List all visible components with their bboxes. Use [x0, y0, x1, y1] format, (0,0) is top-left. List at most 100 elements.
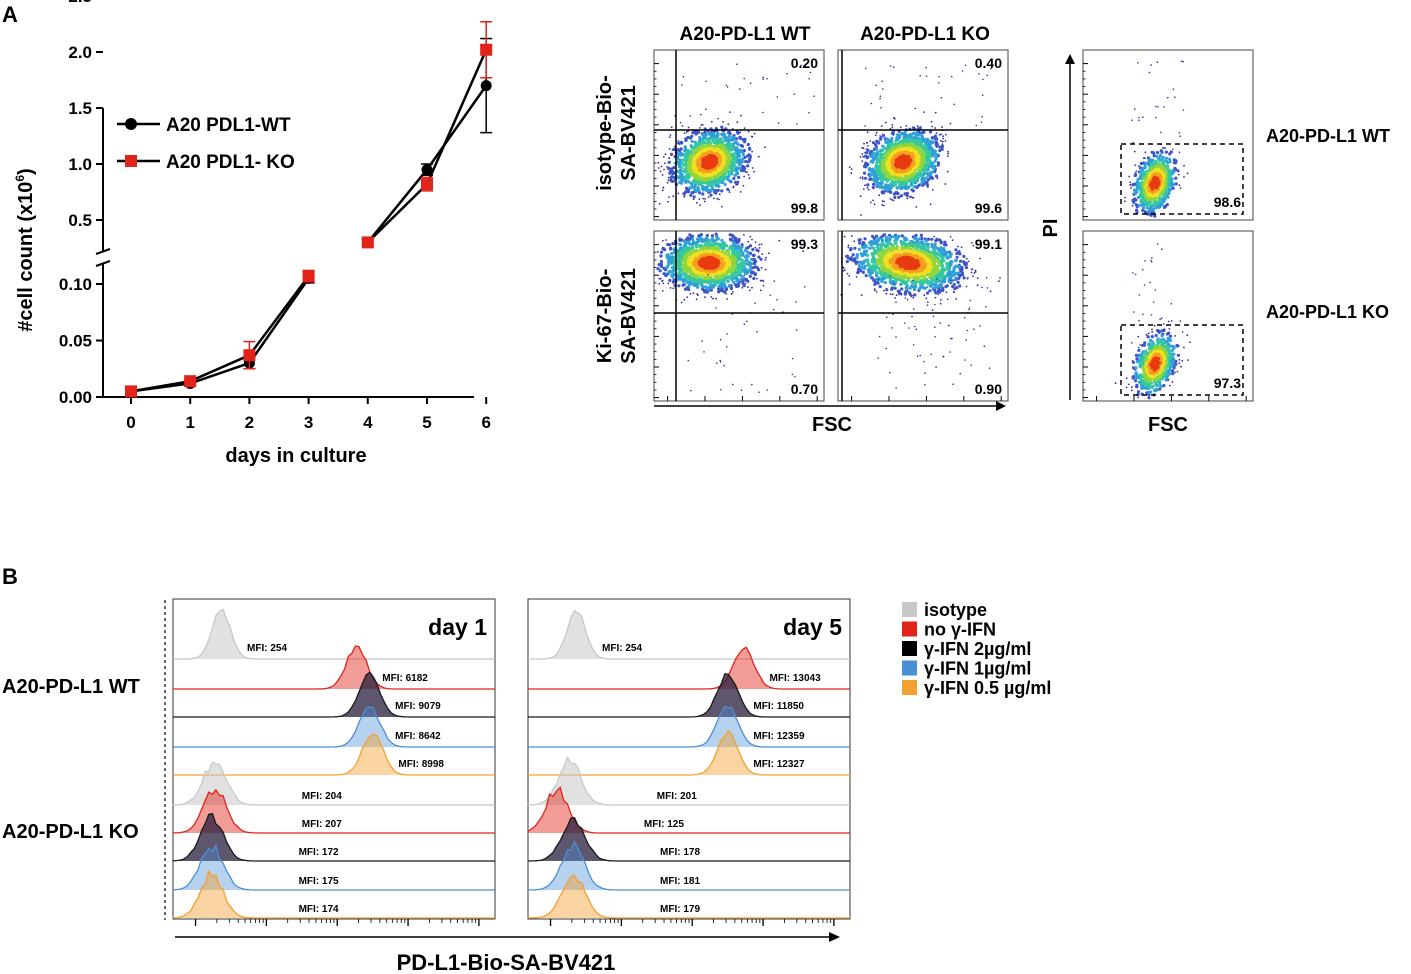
flow-event [745, 171, 747, 174]
flow-event [935, 153, 939, 157]
flow-event [869, 140, 872, 142]
flow-event [686, 296, 689, 298]
gate-percent-lower: 99.6 [975, 200, 1002, 216]
flow-event [683, 132, 686, 135]
flow-event [892, 199, 895, 202]
flow-event [981, 94, 984, 97]
flow-event [970, 271, 973, 274]
flow-event [880, 107, 882, 109]
gate-percent-upper: 0.40 [975, 55, 1002, 71]
x-tick-label: 1 [185, 413, 194, 432]
flow-event [861, 153, 864, 155]
y-tick-label: 0.05 [59, 332, 92, 351]
flow-event [734, 283, 738, 287]
flow-event [747, 174, 750, 176]
flow-event [924, 176, 928, 180]
flow-event [704, 285, 708, 289]
flow-event [667, 166, 671, 170]
flow-event [866, 131, 869, 134]
flow-event [717, 117, 719, 120]
flow-event [937, 293, 939, 296]
flow-event [689, 115, 691, 117]
flow-event [732, 185, 735, 188]
flow-event [866, 183, 870, 187]
flow-event [737, 175, 741, 179]
flow-event [884, 183, 888, 187]
flow-event [889, 198, 892, 200]
flow-event [746, 160, 751, 164]
flow-event [733, 173, 737, 177]
flow-event [705, 233, 709, 238]
flow-event [726, 86, 729, 88]
flow-event [736, 131, 740, 135]
flow-event [739, 88, 741, 90]
flow-event [691, 190, 695, 195]
flow-event [677, 192, 680, 195]
flow-event [692, 198, 695, 201]
flow-event [742, 184, 745, 187]
flow-event [759, 279, 762, 282]
flow-event [865, 151, 869, 155]
flow-event [728, 134, 732, 138]
flow-event [871, 160, 875, 164]
flow-event [703, 351, 705, 353]
flow-event [713, 188, 717, 193]
flow-event [705, 108, 707, 111]
flow-event [689, 292, 692, 295]
flow-event [958, 284, 962, 288]
flow-event [680, 181, 684, 185]
column-header-wt: A20-PD-L1 WT [680, 24, 811, 45]
flow-event [976, 284, 979, 287]
flow-event [842, 267, 845, 269]
flow-event [897, 195, 901, 199]
flow-event [926, 178, 930, 182]
flow-event [740, 114, 742, 117]
flow-event [766, 389, 768, 391]
flow-event [978, 73, 980, 75]
y-tick-label: 0.5 [68, 211, 92, 230]
flow-event [899, 126, 902, 129]
flow-event [894, 297, 897, 299]
flow-event [864, 274, 868, 278]
flow-event [851, 253, 855, 257]
flow-event [979, 257, 981, 260]
flow-event [850, 235, 853, 237]
flow-event [922, 139, 926, 143]
flow-event [693, 183, 697, 187]
flow-event [681, 125, 684, 127]
flow-event [793, 93, 796, 95]
flow-event [862, 188, 865, 191]
flow-event [670, 126, 673, 129]
flow-event [919, 233, 924, 237]
flow-event [733, 141, 737, 145]
flow-event [907, 291, 912, 295]
flow-event [706, 261, 711, 265]
flow-event [735, 151, 739, 155]
flow-event [915, 206, 918, 208]
flow-event [949, 122, 952, 125]
flow-event [762, 78, 764, 80]
flow-event [809, 71, 812, 74]
flow-event [916, 125, 919, 128]
flow-event [666, 253, 670, 257]
flow-event [895, 294, 898, 296]
flow-event [871, 186, 875, 190]
flow-event [751, 167, 754, 169]
flow-event [776, 299, 778, 301]
flow-event [746, 142, 750, 147]
flow-event [855, 276, 858, 278]
flow-event [786, 72, 788, 75]
flow-event [664, 162, 666, 165]
flow-event [890, 179, 894, 183]
flow-event [718, 193, 721, 196]
data-point-ko [302, 270, 315, 283]
flow-event [679, 121, 682, 124]
flow-event [680, 172, 684, 176]
flow-event [874, 145, 878, 149]
flow-event [672, 171, 676, 175]
flow-event [872, 199, 874, 202]
flow-event [962, 276, 966, 280]
flow-event [864, 184, 866, 187]
flow-event [749, 235, 752, 238]
flow-event [687, 126, 690, 129]
